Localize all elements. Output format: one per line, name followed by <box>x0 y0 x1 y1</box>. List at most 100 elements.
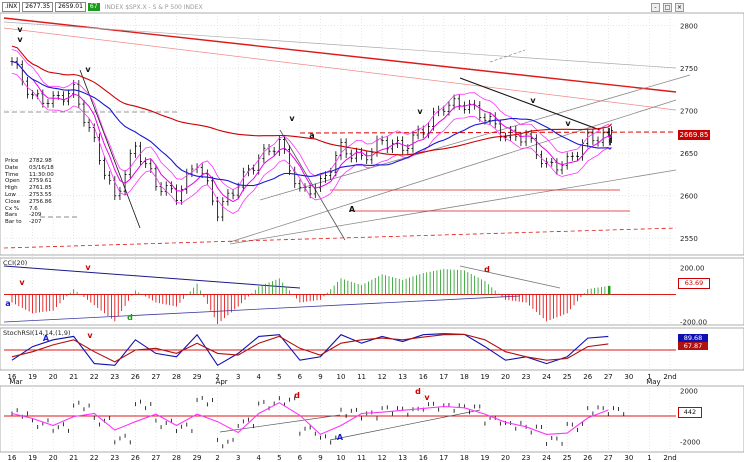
y-tick-label: 2600 <box>680 193 698 201</box>
trendline <box>279 129 346 241</box>
annotation-marker: v <box>565 119 571 128</box>
stoch-slow-line <box>11 333 609 363</box>
cci-trendline <box>3 265 301 289</box>
window-controls: - □ × <box>651 3 684 12</box>
x-tick-label-bottom: 21 <box>69 454 78 462</box>
x-tick-label: 2 <box>215 373 219 381</box>
annotation-marker: A <box>337 433 344 442</box>
info-value: -207 <box>29 219 42 226</box>
annotation-marker: d <box>127 313 133 322</box>
panel-stoch <box>0 327 744 371</box>
x-tick-label-bottom: 23 <box>522 454 531 462</box>
extra-text: 2659.01 <box>55 2 86 12</box>
info-label: High <box>5 185 18 192</box>
x-tick-label: 16 <box>8 373 17 381</box>
info-row: Bar to -207 <box>5 219 61 226</box>
info-label: Date <box>5 164 19 171</box>
x-tick-label-bottom: 3 <box>236 454 240 462</box>
info-row: Date 03/16/18 <box>5 165 61 172</box>
x-tick-label-bottom: 11 <box>357 454 366 462</box>
trendline <box>3 227 677 249</box>
x-tick-label: 19 <box>28 373 37 381</box>
trendline <box>299 131 677 134</box>
trendline <box>459 77 601 131</box>
stoch-title: StochRSI(14,14,(1,9) <box>3 329 71 337</box>
x-tick-label: 5 <box>277 373 281 381</box>
x-tick-label-bottom: 17 <box>439 454 448 462</box>
x-tick-label-bottom: 2 <box>215 454 219 462</box>
x-tick-label-bottom: 27 <box>151 454 160 462</box>
info-value: 2759.61 <box>29 178 52 185</box>
x-tick-label: 23 <box>110 373 119 381</box>
maximize-icon[interactable]: □ <box>663 3 672 12</box>
annotation-marker: v <box>17 25 23 34</box>
annotation-marker: d <box>294 391 300 400</box>
x-tick-label: 28 <box>172 373 181 381</box>
annotation-marker: v <box>17 35 23 44</box>
info-label: Time <box>5 171 19 178</box>
info-value: 11:30:00 <box>29 171 54 178</box>
minimize-icon[interactable]: - <box>651 3 660 12</box>
x-tick-label: 25 <box>563 373 572 381</box>
cci-y-tick: -200.00 <box>680 318 707 326</box>
cci-value-tag: 63.69 <box>678 278 710 289</box>
cci-trendline <box>3 295 521 323</box>
x-tick-label-bottom: 22 <box>90 454 99 462</box>
header-bar: .INX 2677.35 2659.01 67 INDEX $SPX.X - S… <box>2 2 206 12</box>
annotation-marker: v <box>87 331 93 340</box>
info-value: 2753.55 <box>29 191 52 198</box>
annotation-marker: A <box>43 334 50 343</box>
trendline <box>489 49 526 63</box>
panel-osc <box>0 385 744 453</box>
x-tick-label: 6 <box>298 373 303 381</box>
flag-badge: 67 <box>87 3 100 11</box>
info-box: Price 2782.98 Date 03/16/18 Time 11:30:00 Open… <box>5 158 61 226</box>
cci-title: CCI(20) <box>3 259 27 267</box>
x-tick-label: 27 <box>151 373 160 381</box>
panel-price <box>0 12 744 256</box>
annotation-marker: d <box>415 387 421 396</box>
info-label: Bar to <box>5 219 22 226</box>
x-tick-label-bottom: 13 <box>398 454 407 462</box>
x-tick-label: 26 <box>131 373 140 381</box>
x-tick-label-bottom: 26 <box>583 454 592 462</box>
info-value: -209 <box>29 212 42 219</box>
x-tick-label: 20 <box>49 373 58 381</box>
annotation-marker: v <box>530 96 536 105</box>
price-text: 2677.35 <box>22 2 54 12</box>
x-tick-label-bottom: 5 <box>277 454 281 462</box>
x-tick-label-bottom: 29 <box>193 454 202 462</box>
month-label: May <box>646 378 660 386</box>
annotation-marker: d <box>484 265 490 274</box>
annotation-marker: A <box>349 205 356 214</box>
x-tick-label-bottom: 30 <box>624 454 633 462</box>
x-tick-label: 10 <box>337 373 346 381</box>
x-tick-label-bottom: 26 <box>131 454 140 462</box>
x-tick-label: 19 <box>480 373 489 381</box>
osc-y-tick: -2000 <box>680 438 700 446</box>
x-tick-label: 17 <box>439 373 448 381</box>
info-label: Close <box>5 198 20 205</box>
trendline <box>259 74 691 201</box>
x-tick-label: 12 <box>378 373 387 381</box>
x-tick-label: 2nd <box>663 373 676 381</box>
info-label: Open <box>5 178 20 185</box>
x-tick-label: 22 <box>90 373 99 381</box>
envelope-upper <box>11 49 612 191</box>
x-tick-label-bottom: 1 <box>647 454 651 462</box>
ma-blue-line <box>11 60 612 187</box>
info-row: High 2761.85 <box>5 185 61 192</box>
close-icon[interactable]: × <box>675 3 684 12</box>
info-row: Bars -209 <box>5 212 61 219</box>
annotation-marker: v <box>289 114 295 123</box>
symbol-box[interactable]: .INX <box>2 2 21 12</box>
x-tick-label: 30 <box>624 373 633 381</box>
info-row: Close 2756.86 <box>5 199 61 206</box>
trendline <box>229 99 677 243</box>
last-value-tag: 2669.85 <box>678 130 710 140</box>
x-tick-label: 4 <box>257 373 262 381</box>
annotation-marker: v <box>19 278 25 287</box>
info-label: Low <box>5 191 16 198</box>
bottom-value-tag: 442 <box>678 407 702 418</box>
